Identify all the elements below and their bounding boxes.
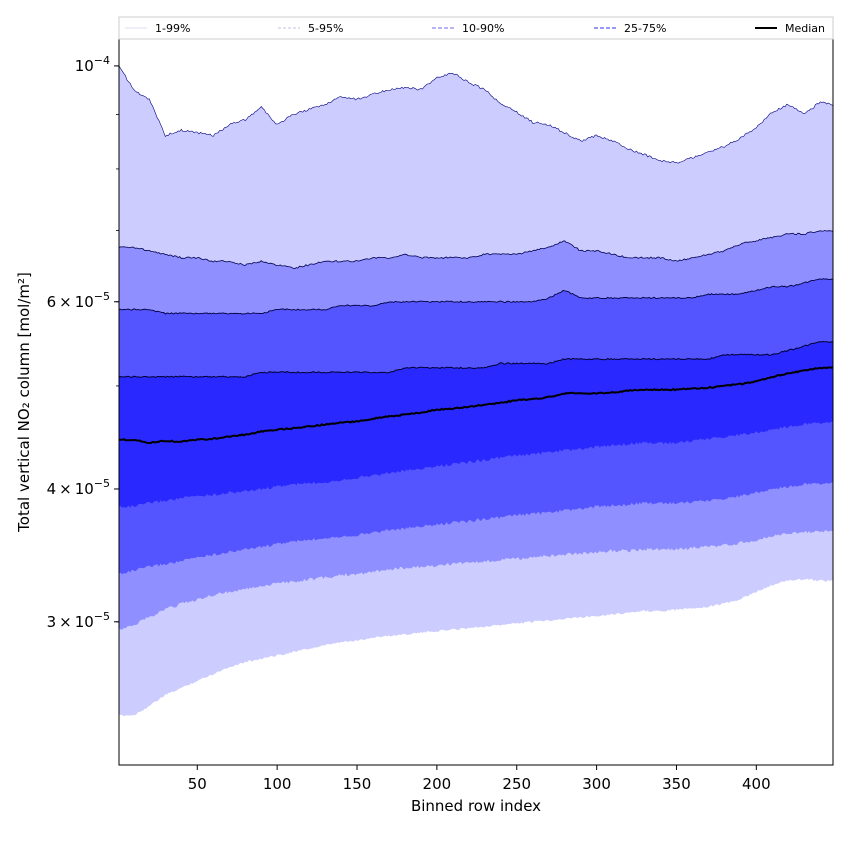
legend-label: 1-99% <box>155 22 190 35</box>
x-axis-label: Binned row index <box>411 797 541 815</box>
line-inner-upper <box>118 340 834 379</box>
median-line <box>119 366 834 444</box>
x-tick-label: 100 <box>263 775 292 793</box>
legend: 1-99% 5-95% 10-90% 25-75% Median <box>118 16 834 40</box>
y-tick-label: 4 × 10−5 <box>47 477 110 498</box>
x-tick-label: 150 <box>343 775 372 793</box>
y-axis-label: Total vertical NO₂ column [mol/m²] <box>15 272 33 533</box>
legend-box <box>118 16 834 40</box>
legend-label: 10-90% <box>462 22 504 35</box>
percentile-boundary-lines <box>118 65 834 444</box>
line-90th <box>118 229 834 270</box>
line-95th <box>118 65 834 164</box>
y-tick-label: 6 × 10−5 <box>47 290 110 311</box>
line-75th-upper <box>118 278 834 315</box>
x-tick-label: 300 <box>582 775 611 793</box>
y-tick-label: 3 × 10−5 <box>47 610 110 631</box>
band-inner <box>119 341 833 508</box>
x-tick-label: 200 <box>423 775 452 793</box>
legend-label: Median <box>785 22 825 35</box>
y-tick-label: 10−4 <box>75 54 110 75</box>
legend-label: 5-95% <box>308 22 343 35</box>
x-tick-label: 250 <box>502 775 531 793</box>
x-tick-label: 50 <box>188 775 207 793</box>
x-tick-label: 400 <box>742 775 771 793</box>
percentile-bands <box>119 65 833 717</box>
legend-label: 25-75% <box>624 22 666 35</box>
tick-marks: 50 100 150 200 250 300 350 400 3 × 10−5 4 × 10−5 6… <box>47 54 771 793</box>
x-tick-label: 350 <box>662 775 691 793</box>
